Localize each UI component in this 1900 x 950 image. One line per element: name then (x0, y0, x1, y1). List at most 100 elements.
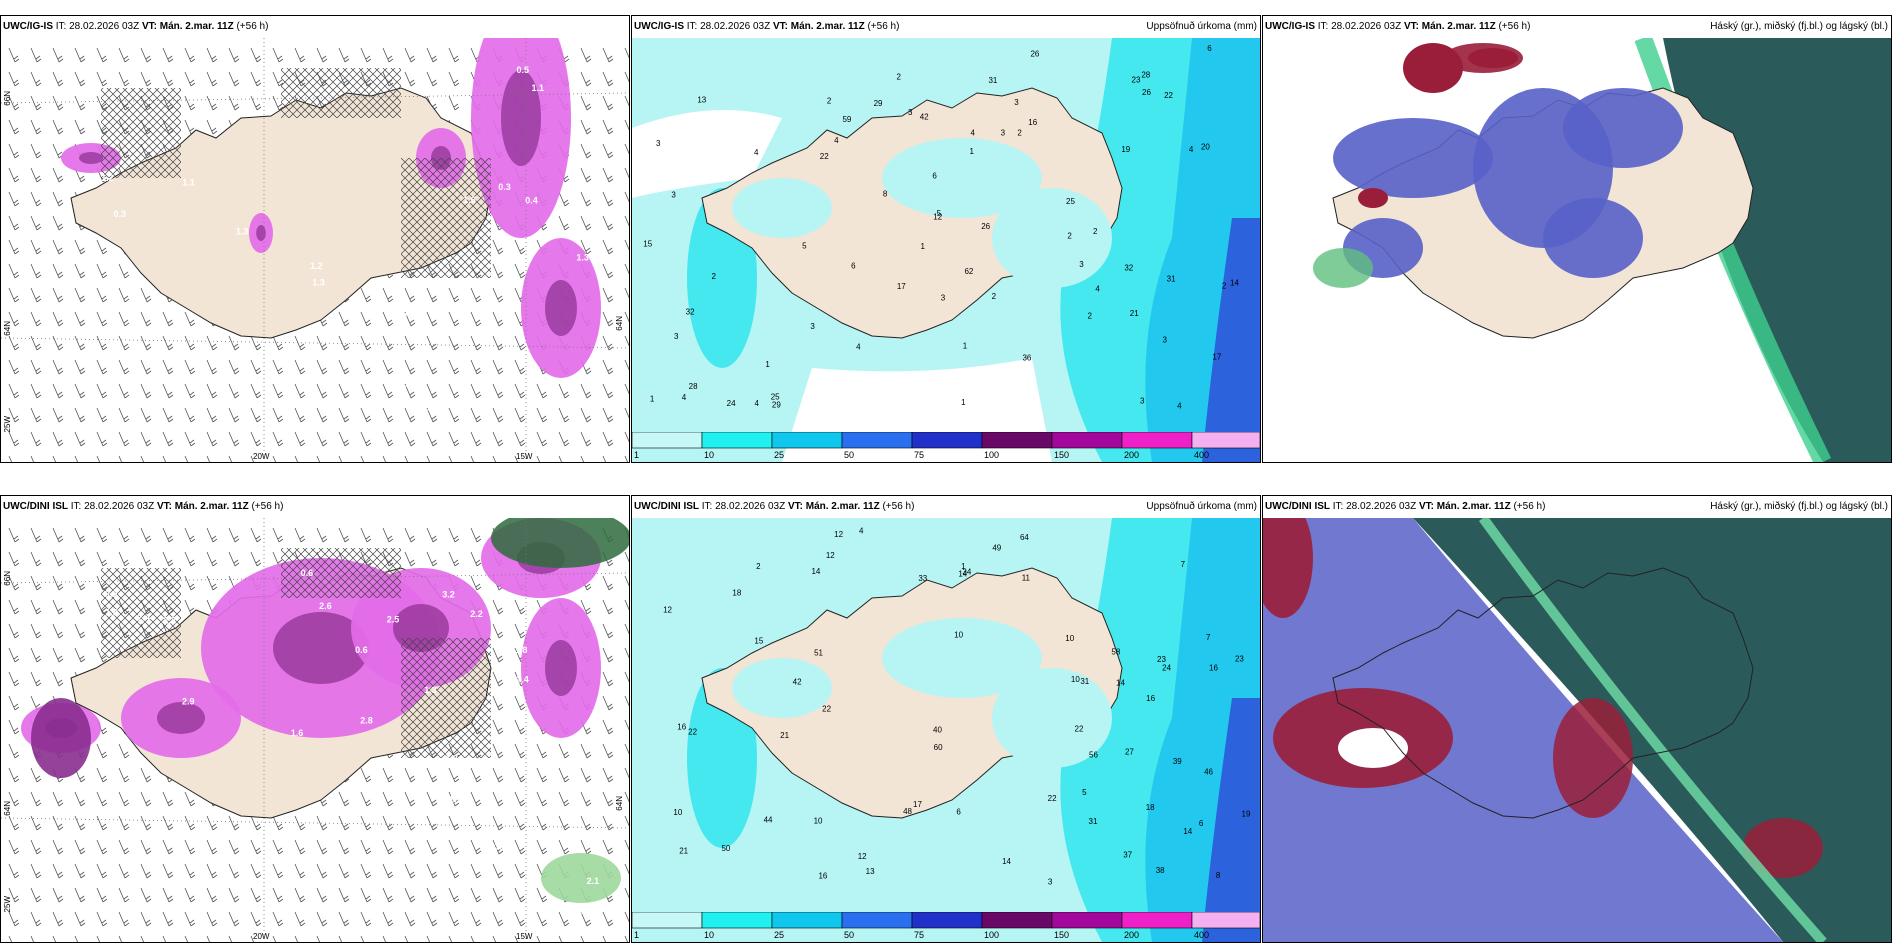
legend-bin (911, 911, 983, 929)
valid-time: Mán. 2.mar. 11Z (174, 501, 249, 512)
lead-time: (+56 h) (867, 21, 900, 32)
valid-time: Mán. 2.mar. 11Z (805, 501, 880, 512)
precip-value-label: 5 (937, 209, 942, 218)
precip-value-label: 21 (780, 731, 789, 740)
wind-value-label: 1.8 (445, 753, 458, 763)
lat-label: 64N (3, 801, 12, 816)
legend-tick: 50 (844, 450, 855, 460)
precip-value-label: 22 (1164, 91, 1173, 100)
valid-time-label: VT: (772, 21, 788, 32)
lead-time: (+56 h) (882, 501, 915, 512)
map-panel-3: UWC/IG-IS IT: 28.02.2026 03Z VT: Mán. 2.… (1262, 15, 1892, 463)
lon-label: 15W (516, 932, 533, 941)
precip-value-label: 48 (903, 807, 912, 816)
precip-value-label: 8 (1216, 871, 1221, 880)
precip-value-label: 4 (1177, 401, 1182, 410)
precip-value-label: 12 (933, 212, 942, 221)
precip-value-label: 26 (981, 222, 990, 231)
precip-value-label: 2 (756, 562, 761, 571)
init-time-label: IT: (1332, 501, 1344, 512)
precip-value-label: 46 (1204, 767, 1213, 776)
lat-label: 64N (615, 316, 624, 331)
precip-value-label: 1 (921, 242, 926, 251)
precip-value-label: 10 (1071, 675, 1080, 684)
precip-value-label: 34 (962, 568, 971, 577)
precip-value-label: 23 (1132, 76, 1141, 85)
precip-value-label: 2 (1093, 227, 1098, 236)
model-name: UWC/DINI ISL (1265, 501, 1330, 512)
map-area: 6 4 4 1 2 1 6 5 3 5 3 4 3 6 3 2 4 1 2 4 1 2 3 4 3 4 3 2 22 19 4 32 2 3 3 25… (632, 38, 1260, 462)
lon-label: 25W (3, 896, 12, 913)
legend-bin (841, 911, 913, 929)
precip-value-label: 36 (1022, 353, 1031, 362)
precip-value-label: 10 (814, 817, 823, 826)
init-time: 28.02.2026 03Z (84, 501, 155, 512)
precip-value-label: 2 (1222, 282, 1227, 291)
legend-tick: 100 (984, 930, 1000, 940)
map-area: 1.1 1.3 1.5 1.1 0.3 0.3 1.3 1.3 1.3 1.5 1.1 1.2 1.2 1… (1, 38, 629, 462)
legend-bin (841, 431, 913, 449)
legend-bin (1051, 431, 1123, 449)
legend-bin (771, 911, 843, 929)
wind-value-label: 2.2 (395, 312, 408, 322)
precip-value-label: 44 (764, 815, 773, 824)
wind-value-label: 1.9 (381, 901, 394, 911)
legend-bin (1121, 911, 1193, 929)
wind-value-label: 4.2 (327, 898, 340, 908)
legend-bin (1051, 911, 1123, 929)
precip-value-label: 15 (643, 239, 652, 248)
precip-value-label: 1 (961, 398, 966, 407)
lead-time: (+56 h) (251, 501, 284, 512)
precip-value-label: 50 (721, 844, 730, 853)
wind-value-label: 0.9 (105, 589, 118, 599)
wind-value-label: 1.2 (101, 173, 114, 183)
precip-value-label: 12 (858, 852, 867, 861)
precip-value-label: 16 (1028, 118, 1037, 127)
map-area (1263, 518, 1891, 942)
precip-value-label: 49 (992, 544, 1001, 553)
panel-header: UWC/IG-IS IT: 28.02.2026 03Z VT: Mán. 2.… (1263, 16, 1891, 38)
legend-bin (981, 431, 1053, 449)
precip-value-label: 26 (1030, 50, 1039, 59)
precip-value-label: 31 (1089, 817, 1098, 826)
precip-value-label: 16 (1209, 663, 1218, 672)
lat-label: 66N (3, 91, 12, 106)
wind-value-label: 3.2 (442, 590, 455, 600)
precip-value-label: 33 (918, 574, 927, 583)
model-name: UWC/DINI ISL (3, 501, 68, 512)
legend-tick: 1 (634, 450, 640, 460)
wind-map: 0.6 0.7 0.9 1.8 4.2 2.6 1.9 3.2 2.9 2.3 3.2 2.5 1.8 2… (1, 518, 629, 942)
precip-value-label: 22 (822, 705, 831, 714)
wind-value-label: 1.6 (375, 851, 388, 861)
precip-value-label: 38 (1156, 866, 1165, 875)
legend-tick: 25 (774, 930, 785, 940)
legend-colorbar (632, 911, 1260, 929)
wind-value-label: 1.8 (105, 608, 118, 618)
wind-value-label: 0.7 (497, 856, 510, 866)
precip-value-label: 40 (933, 726, 942, 735)
precip-value-label: 17 (913, 800, 922, 809)
legend-bin (701, 431, 773, 449)
precip-value-label: 2 (1017, 128, 1022, 137)
wind-value-label: 1.3 (390, 305, 403, 315)
legend-bin (1191, 431, 1260, 449)
init-time: 28.02.2026 03Z (1331, 21, 1402, 32)
precip-value-label: 58 (1111, 648, 1120, 657)
precip-value-label: 29 (772, 400, 781, 409)
precip-value-label: 22 (1075, 724, 1084, 733)
wind-value-label: 1.7 (580, 905, 593, 915)
precip-value-label: 25 (1066, 197, 1075, 206)
precip-value-label: 6 (932, 171, 937, 180)
legend-tick: 200 (1124, 930, 1140, 940)
precip-value-label: 2 (992, 292, 997, 301)
lon-label: 15W (516, 452, 533, 461)
wind-value-label: 0.6 (355, 645, 368, 655)
wind-value-label: 1.1 (142, 354, 155, 364)
precip-value-label: 15 (754, 636, 763, 645)
wind-value-label: 1.1 (419, 403, 432, 413)
wind-value-label: 2.4 (516, 674, 529, 684)
precip-value-label: 14 (958, 569, 967, 578)
precip-value-label: 19 (1242, 809, 1251, 818)
wind-value-label: 3.2 (494, 841, 507, 851)
wind-value-label: 0.3 (403, 379, 416, 389)
